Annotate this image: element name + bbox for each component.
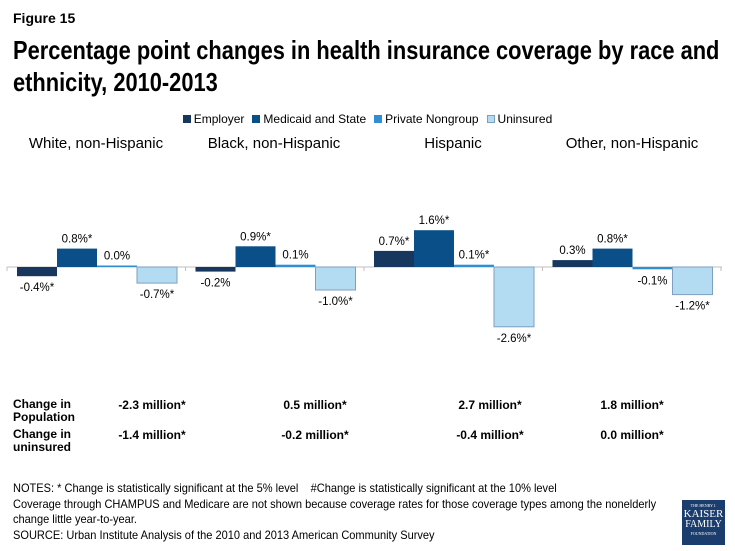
data-label: -0.7%* bbox=[140, 289, 175, 301]
bar bbox=[195, 267, 236, 272]
note-line: change little year-to-year. bbox=[13, 512, 137, 526]
data-label: 0.0% bbox=[104, 251, 130, 263]
legend-swatch bbox=[486, 115, 495, 123]
bar bbox=[493, 266, 535, 328]
note-line: Coverage through CHAMPUS and Medicare ar… bbox=[13, 496, 657, 511]
bar bbox=[414, 230, 454, 267]
legend-item-employer: Employer bbox=[182, 112, 245, 126]
bar bbox=[672, 266, 713, 296]
legend-label: Employer bbox=[193, 112, 245, 126]
bar bbox=[275, 264, 316, 267]
row-label-population: Change in Population bbox=[13, 397, 75, 424]
chart-title: Percentage point changes in health insur… bbox=[13, 35, 720, 97]
bar bbox=[315, 266, 356, 291]
group-label: White, non-Hispanic bbox=[28, 135, 164, 152]
data-label: 0.1% bbox=[282, 250, 308, 262]
data-label: -2.6%* bbox=[497, 333, 532, 345]
bar bbox=[17, 267, 57, 277]
uninsured-value: 0.0 million* bbox=[600, 428, 664, 442]
legend-swatch bbox=[182, 115, 191, 123]
logo-text: FAMILY bbox=[685, 519, 722, 530]
data-label: -0.1% bbox=[637, 275, 667, 287]
notes: NOTES: * Change is statistically signifi… bbox=[13, 481, 656, 543]
population-value: 2.7 million* bbox=[458, 398, 522, 412]
legend-item-private: Private Nongroup bbox=[374, 112, 479, 126]
note-line: SOURCE: Urban Institute Analysis of the … bbox=[13, 527, 435, 542]
group-label: Other, non-Hispanic bbox=[565, 135, 699, 152]
data-label: -1.0%* bbox=[318, 296, 353, 308]
data-label: 0.3% bbox=[559, 245, 585, 257]
data-label: 0.7%* bbox=[379, 236, 410, 248]
population-value: 0.5 million* bbox=[283, 398, 347, 412]
bar bbox=[136, 266, 178, 284]
group-label: Hispanic bbox=[424, 135, 482, 152]
bar bbox=[374, 250, 414, 267]
logo-text: THE HENRY J. bbox=[690, 503, 717, 508]
data-label: 0.8%* bbox=[62, 234, 93, 246]
data-label: 1.6%* bbox=[419, 215, 450, 227]
bar bbox=[235, 246, 276, 267]
uninsured-value: -0.2 million* bbox=[281, 428, 349, 442]
data-label: 0.1%* bbox=[459, 250, 490, 262]
legend-label: Private Nongroup bbox=[385, 112, 479, 126]
bar bbox=[454, 264, 494, 267]
legend-swatch bbox=[252, 115, 261, 123]
data-label: -0.4%* bbox=[20, 282, 55, 294]
data-label: 0.8%* bbox=[597, 234, 628, 246]
population-value: -2.3 million* bbox=[118, 398, 186, 412]
legend-label: Uninsured bbox=[497, 112, 553, 126]
bar bbox=[632, 267, 673, 270]
logo-text: KAISER bbox=[683, 508, 724, 520]
row-label-uninsured: Change in uninsured bbox=[13, 427, 72, 454]
legend-item-uninsured: Uninsured bbox=[486, 112, 553, 126]
logo-text: FOUNDATION bbox=[690, 531, 717, 536]
legend-label: Medicaid and State bbox=[263, 112, 367, 126]
bar bbox=[552, 260, 593, 267]
legend-swatch bbox=[374, 115, 383, 123]
uninsured-value: -1.4 million* bbox=[118, 428, 186, 442]
bar bbox=[57, 248, 97, 267]
kff-logo: THE HENRY J. KAISER FAMILY FOUNDATION bbox=[682, 500, 725, 545]
bar bbox=[97, 265, 137, 267]
uninsured-value: -0.4 million* bbox=[456, 428, 524, 442]
data-label: -1.2%* bbox=[675, 301, 710, 313]
data-label: 0.9%* bbox=[240, 231, 271, 243]
data-label: -0.2% bbox=[200, 278, 230, 290]
group-label: Black, non-Hispanic bbox=[207, 135, 341, 152]
bar bbox=[592, 248, 633, 267]
legend-item-medicaid: Medicaid and State bbox=[252, 112, 366, 126]
note-line: NOTES: * Change is statistically signifi… bbox=[13, 481, 557, 495]
legend: Employer Medicaid and State Private Nong… bbox=[0, 112, 735, 126]
figure-label: Figure 15 bbox=[13, 10, 76, 26]
population-value: 1.8 million* bbox=[600, 398, 664, 412]
